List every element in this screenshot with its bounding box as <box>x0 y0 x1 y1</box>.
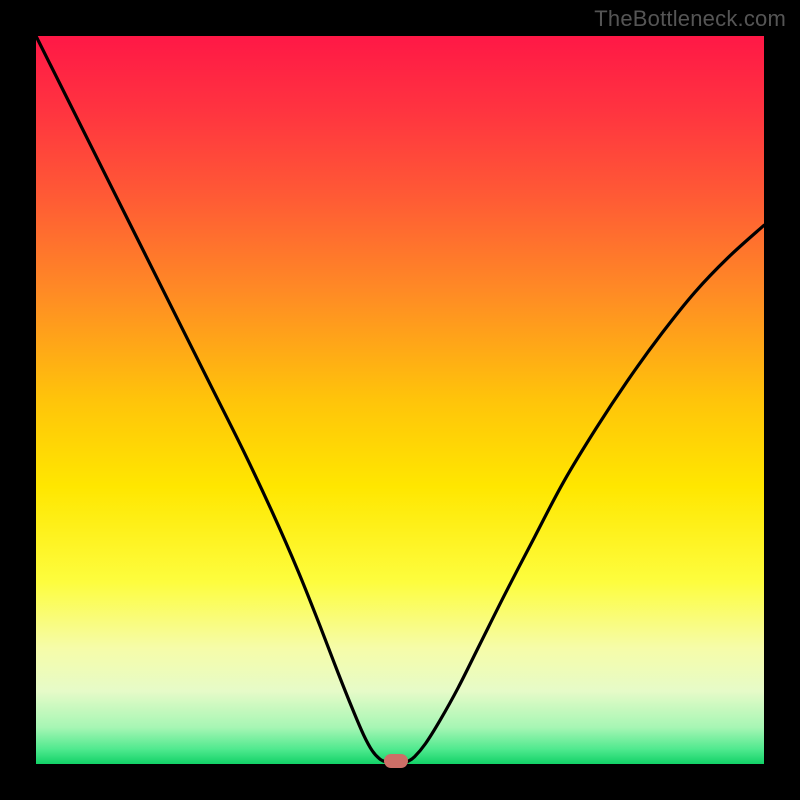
curve-right-branch <box>407 225 764 762</box>
curve-left-branch <box>36 36 385 762</box>
optimal-marker <box>384 754 408 768</box>
plot-area <box>36 36 764 764</box>
watermark-text: TheBottleneck.com <box>594 6 786 32</box>
bottleneck-curve <box>36 36 764 764</box>
